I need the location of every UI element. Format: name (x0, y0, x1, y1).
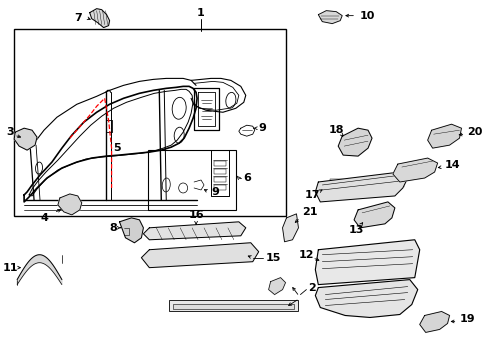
Text: 7: 7 (74, 13, 81, 23)
Polygon shape (141, 243, 258, 268)
Text: 9: 9 (210, 187, 219, 197)
Bar (198, 250, 206, 259)
Text: 11: 11 (2, 263, 18, 273)
Text: 17: 17 (304, 190, 320, 200)
Bar (349, 179, 363, 187)
Polygon shape (392, 158, 437, 182)
Polygon shape (353, 202, 394, 228)
Bar (225, 250, 234, 259)
Text: 8: 8 (109, 223, 117, 233)
Text: 12: 12 (298, 250, 313, 260)
Text: 3: 3 (6, 127, 14, 137)
Bar (389, 179, 403, 187)
Text: 13: 13 (348, 225, 363, 235)
Text: 19: 19 (459, 314, 474, 324)
Bar (156, 250, 165, 259)
Polygon shape (427, 124, 461, 148)
Bar (173, 303, 294, 309)
Text: 16: 16 (188, 210, 203, 220)
Bar (148, 150, 235, 210)
Polygon shape (119, 218, 143, 243)
Bar (214, 177, 225, 182)
Text: 4: 4 (40, 213, 48, 223)
Polygon shape (282, 214, 298, 242)
Bar (170, 250, 179, 259)
Bar (359, 285, 384, 310)
Text: 6: 6 (243, 173, 250, 183)
Bar (329, 179, 344, 187)
Text: 5: 5 (113, 143, 120, 153)
Bar (214, 185, 225, 190)
Polygon shape (338, 128, 371, 156)
Text: 2: 2 (308, 283, 316, 293)
Text: 1: 1 (197, 8, 204, 18)
Text: 10: 10 (359, 11, 375, 21)
Polygon shape (315, 280, 417, 318)
Bar (169, 300, 298, 311)
Polygon shape (268, 278, 285, 294)
Polygon shape (58, 194, 81, 215)
Polygon shape (143, 222, 245, 240)
Polygon shape (318, 11, 342, 24)
Text: 15: 15 (265, 253, 281, 263)
Polygon shape (17, 255, 62, 285)
Polygon shape (315, 172, 407, 202)
Text: 9: 9 (258, 123, 266, 133)
Bar (354, 284, 389, 311)
Bar (239, 250, 248, 259)
Polygon shape (89, 9, 109, 28)
Bar (211, 250, 221, 259)
Polygon shape (315, 240, 419, 285)
Bar (14, 28, 285, 216)
Bar (214, 169, 225, 174)
Text: 21: 21 (302, 207, 317, 217)
Bar (184, 250, 193, 259)
Bar (369, 179, 383, 187)
Bar (214, 161, 225, 166)
Text: 20: 20 (467, 127, 482, 137)
Polygon shape (14, 128, 37, 150)
Text: 14: 14 (444, 160, 459, 170)
Text: 18: 18 (328, 125, 343, 135)
Polygon shape (419, 311, 448, 332)
